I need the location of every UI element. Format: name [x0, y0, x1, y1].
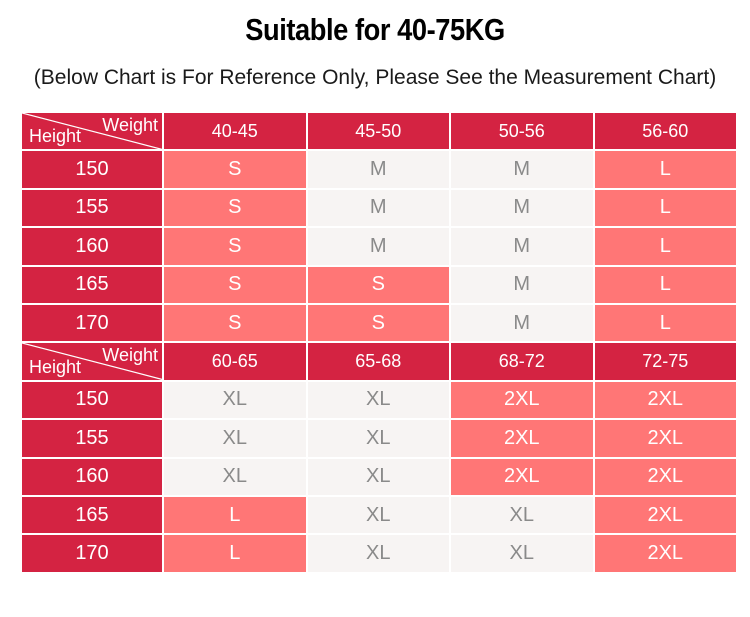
height-value-cell: 160 — [20, 226, 164, 267]
size-cell: L — [592, 264, 738, 305]
weight-range-header: 60-65 — [162, 341, 308, 382]
table-row: 170 L XL XL 2XL — [20, 533, 738, 574]
weight-range-header: 56-60 — [592, 110, 738, 152]
table-row: 155 XL XL 2XL 2XL — [20, 418, 738, 459]
weight-range-header: 50-56 — [449, 110, 595, 152]
size-cell: L — [592, 302, 738, 344]
size-cell: S — [162, 187, 308, 229]
size-cell: S — [305, 264, 451, 305]
size-cell: XL — [162, 456, 308, 497]
size-cell: XL — [305, 418, 451, 459]
size-cell: L — [162, 494, 308, 536]
page-subtitle: (Below Chart is For Reference Only, Plea… — [33, 66, 717, 89]
size-cell: M — [449, 149, 595, 190]
size-cell: L — [592, 149, 738, 190]
size-cell: XL — [305, 379, 451, 421]
table-row: 160 S M M L — [20, 226, 738, 267]
table-row: 165 S S M L — [20, 264, 738, 305]
table-row: 155 S M M L — [20, 187, 738, 229]
size-chart-table: Weight Height 40-45 45-50 50-56 56-60 150 S M M L 1… — [20, 110, 738, 574]
corner-header-cell: Weight Height — [20, 341, 164, 382]
size-cell: L — [592, 187, 738, 229]
table-row: 170 S S M L — [20, 302, 738, 344]
weight-range-header: 65-68 — [305, 341, 451, 382]
size-cell: M — [305, 226, 451, 267]
weight-label: Weight — [102, 115, 158, 135]
height-value-cell: 150 — [20, 149, 164, 190]
size-cell: S — [162, 226, 308, 267]
size-cell: M — [449, 264, 595, 305]
size-cell: 2XL — [592, 418, 738, 459]
table-row: 165 L XL XL 2XL — [20, 494, 738, 536]
table-row: 150 XL XL 2XL 2XL — [20, 379, 738, 421]
size-cell: XL — [305, 494, 451, 536]
size-cell: M — [449, 187, 595, 229]
weight-range-header: 68-72 — [449, 341, 595, 382]
size-cell: L — [162, 533, 308, 574]
weight-header-row: Weight Height 40-45 45-50 50-56 56-60 — [20, 110, 738, 152]
size-cell: XL — [449, 533, 595, 574]
weight-range-header: 72-75 — [592, 341, 738, 382]
size-cell: 2XL — [449, 456, 595, 497]
size-cell: XL — [305, 456, 451, 497]
size-cell: M — [305, 149, 451, 190]
size-cell: XL — [162, 418, 308, 459]
height-value-cell: 170 — [20, 533, 164, 574]
size-cell: M — [305, 187, 451, 229]
size-cell: XL — [449, 494, 595, 536]
weight-label: Weight — [102, 345, 158, 366]
page-title: Suitable for 40-75KG — [245, 12, 505, 47]
height-value-cell: 165 — [20, 264, 164, 305]
diagonal-divider — [22, 113, 162, 149]
corner-header-cell: Weight Height — [20, 110, 164, 152]
diagonal-divider — [22, 343, 162, 379]
size-cell: 2XL — [449, 418, 595, 459]
size-cell: S — [162, 149, 308, 190]
size-cell: XL — [162, 379, 308, 421]
size-cell: M — [449, 302, 595, 344]
weight-range-header: 45-50 — [305, 110, 451, 152]
height-value-cell: 165 — [20, 494, 164, 536]
height-value-cell: 155 — [20, 187, 164, 229]
size-cell: XL — [305, 533, 451, 574]
size-cell: L — [592, 226, 738, 267]
height-value-cell: 150 — [20, 379, 164, 421]
size-cell: S — [305, 302, 451, 344]
weight-header-row: Weight Height 60-65 65-68 68-72 72-75 — [20, 341, 738, 382]
size-cell: S — [162, 302, 308, 344]
size-cell: 2XL — [592, 533, 738, 574]
table-row: 150 S M M L — [20, 149, 738, 190]
height-label: Height — [29, 356, 82, 377]
height-label: Height — [29, 126, 82, 147]
table-row: 160 XL XL 2XL 2XL — [20, 456, 738, 497]
size-cell: 2XL — [592, 379, 738, 421]
height-value-cell: 160 — [20, 456, 164, 497]
size-cell: S — [162, 264, 308, 305]
size-cell: 2XL — [449, 379, 595, 421]
height-value-cell: 155 — [20, 418, 164, 459]
height-value-cell: 170 — [20, 302, 164, 344]
weight-range-header: 40-45 — [162, 110, 308, 152]
size-cell: M — [449, 226, 595, 267]
size-cell: 2XL — [592, 456, 738, 497]
size-cell: 2XL — [592, 494, 738, 536]
